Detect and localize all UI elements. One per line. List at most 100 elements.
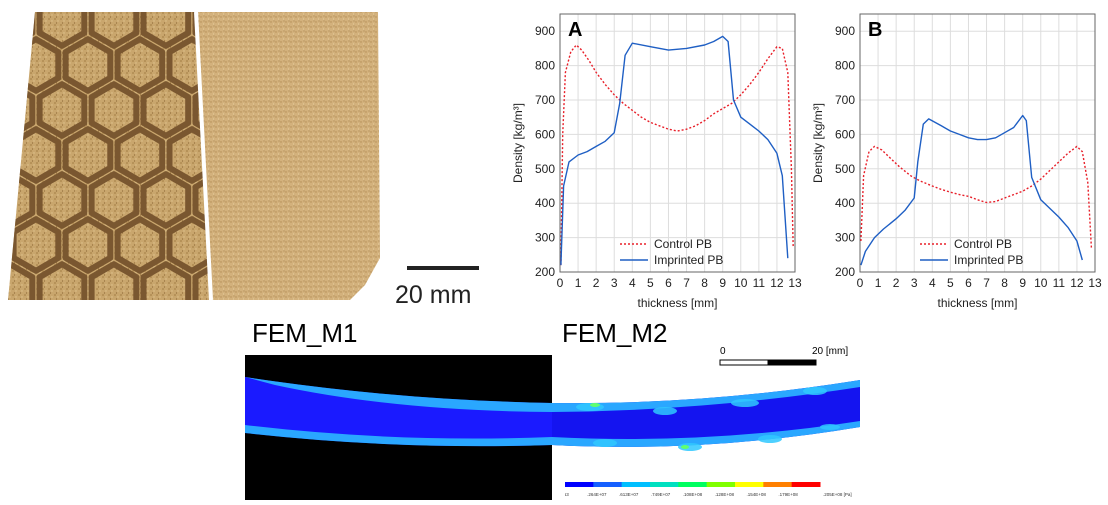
fem-scalebar-black xyxy=(767,359,817,366)
chart-a-y-tick-label: 500 xyxy=(535,162,555,176)
chart-b-x-tick-label: 10 xyxy=(1034,276,1048,290)
fem-m2-high-stress-spots xyxy=(590,403,689,449)
density-chart-a-svg: 0 1 2 3 4 5 6 7 8 9 10 11 12 132003004005006007008009… xyxy=(511,13,802,310)
fem-colorbar-segment xyxy=(763,482,793,487)
board-separator xyxy=(194,11,213,301)
chart-b-x-tick-label: 7 xyxy=(983,276,990,290)
chart-a-x-tick-label: 5 xyxy=(647,276,654,290)
fem-m1-bottom-layer xyxy=(245,425,552,447)
fem-colorbar-segment xyxy=(650,482,679,487)
chart-b-series-imprinted-pb xyxy=(860,114,1083,266)
chart-b-x-tick-label: 5 xyxy=(947,276,954,290)
fem-colorbar-tick-label: 163 xyxy=(565,492,569,497)
chart-b-y-tick-label: 400 xyxy=(835,196,855,210)
chart-b-x-tick-label: 1 xyxy=(875,276,882,290)
photo-scale-bar xyxy=(407,266,479,270)
chart-a-x-tick-label: 1 xyxy=(575,276,582,290)
chart-b-y-tick-label: 500 xyxy=(835,162,855,176)
chart-b-x-tick-label: 0 xyxy=(857,276,864,290)
fem-m1-top-layer xyxy=(245,377,552,412)
chart-b-x-tick-label: 9 xyxy=(1019,276,1026,290)
chart-b-series-control-pb xyxy=(860,145,1093,248)
chart-b-y-tick-label: 700 xyxy=(835,93,855,107)
fem-colorbar-segment xyxy=(621,482,651,487)
control-board xyxy=(198,12,380,300)
chart-a-x-tick-label: 3 xyxy=(611,276,618,290)
fem-m1-label: FEM_M1 xyxy=(252,318,358,348)
chart-a-panel-label: A xyxy=(568,19,582,41)
chart-a-x-tick-label: 8 xyxy=(701,276,708,290)
chart-b-x-axis-label: thickness [mm] xyxy=(937,296,1017,310)
fem-colorbar-tick-label: .749E+07 xyxy=(651,492,671,497)
chart-a-y-tick-label: 300 xyxy=(535,231,555,245)
chart-a-x-tick-label: 7 xyxy=(683,276,690,290)
board-photo xyxy=(0,0,385,305)
chart-a-y-tick-label: 400 xyxy=(535,196,555,210)
chart-a-y-tick-label: 200 xyxy=(535,265,555,279)
fem-colorbar-tick-label: .264E+07 xyxy=(587,492,607,497)
fem-colorbar-tick-label: .205E+08 [Pa] xyxy=(823,492,852,497)
chart-a-x-tick-label: 13 xyxy=(788,276,802,290)
fem-m1-board xyxy=(245,377,552,447)
chart-a-y-tick-label: 800 xyxy=(535,59,555,73)
fem-colorbar-tick-label: .128E+08 xyxy=(715,492,735,497)
fem-colorbar-segment xyxy=(565,482,594,487)
fem-colorbar-tick-label: .108E+08 xyxy=(683,492,703,497)
density-chart-b: 0 1 2 3 4 5 6 7 8 9 10 11 12 13 200 300 400 500 600 700 800 9… xyxy=(805,2,1108,312)
chart-b-y-axis-label: Density [kg/m³] xyxy=(811,103,825,183)
fem-colorbar-segment xyxy=(791,482,821,487)
chart-a-legend-label: Control PB xyxy=(654,237,712,251)
fem-colorbar-segment xyxy=(706,482,736,487)
chart-a-x-tick-label: 2 xyxy=(593,276,600,290)
chart-b-y-tick-label: 300 xyxy=(835,231,855,245)
fem-m2-bottom-layer xyxy=(552,421,860,447)
chart-a-y-tick-label: 600 xyxy=(535,127,555,141)
fem-colorbar: 163 .264E+07 .613E+07 .749E+07 .108E+08 .128E… xyxy=(561,480,855,500)
chart-a-legend-label: Imprinted PB xyxy=(654,253,723,267)
chart-a-series-control-pb xyxy=(560,44,794,266)
chart-b-x-tick-label: 6 xyxy=(965,276,972,290)
chart-b-x-tick-label: 2 xyxy=(893,276,900,290)
fem-colorbar-segment xyxy=(735,482,764,487)
fem-model-view xyxy=(245,355,860,500)
chart-b-panel-label: B xyxy=(868,19,882,41)
chart-a-x-tick-label: 4 xyxy=(629,276,636,290)
chart-a-y-axis-label: Density [kg/m³] xyxy=(511,103,525,183)
fem-colorbar-tick-label: .154E+08 xyxy=(747,492,767,497)
chart-a-x-tick-label: 12 xyxy=(770,276,784,290)
chart-a-x-tick-label: 0 xyxy=(557,276,564,290)
density-chart-a: 0 1 2 3 4 5 6 7 8 9 10 11 12 13 200 300 400 500 600 700 800 9… xyxy=(505,2,805,312)
chart-a-y-tick-label: 900 xyxy=(535,24,555,38)
chart-b-x-tick-label: 12 xyxy=(1070,276,1084,290)
fem-colorbar-segment xyxy=(593,482,623,487)
fem-m2-label: FEM_M2 xyxy=(562,318,668,348)
chart-a-x-axis-label: thickness [mm] xyxy=(637,296,717,310)
fem-scalebar-start: 0 xyxy=(720,346,726,357)
chart-a-x-tick-label: 9 xyxy=(719,276,726,290)
board-photo-image xyxy=(8,11,380,301)
fem-colorbar-segment xyxy=(678,482,708,487)
chart-b-legend-label: Control PB xyxy=(954,237,1012,251)
density-chart-b-svg: 0 1 2 3 4 5 6 7 8 9 10 11 12 132003004005006007008009… xyxy=(811,13,1102,310)
chart-b-y-tick-label: 600 xyxy=(835,127,855,141)
chart-b-x-tick-label: 11 xyxy=(1053,276,1066,290)
chart-b-y-tick-label: 200 xyxy=(835,265,855,279)
chart-b-y-tick-label: 900 xyxy=(835,24,855,38)
chart-a-x-tick-label: 10 xyxy=(734,276,748,290)
chart-a-x-tick-label: 11 xyxy=(753,276,766,290)
chart-b-plot-frame xyxy=(859,13,1096,273)
fem-m2-top-layer xyxy=(552,380,860,412)
chart-b-x-tick-label: 8 xyxy=(1001,276,1008,290)
fem-scalebar-end: 20 [mm] xyxy=(812,346,848,357)
fem-colorbar-tick-label: .613E+07 xyxy=(619,492,639,497)
chart-b-x-tick-label: 3 xyxy=(911,276,918,290)
chart-a-y-tick-label: 700 xyxy=(535,93,555,107)
chart-a-series-imprinted-pb xyxy=(560,35,789,266)
fem-colorbar-tick-label: .179E+08 xyxy=(778,492,798,497)
chart-b-x-tick-label: 4 xyxy=(929,276,936,290)
fem-m2-stress-spots xyxy=(576,387,840,451)
chart-a-x-tick-label: 6 xyxy=(665,276,672,290)
fem-scalebar: 0 20 [mm] xyxy=(718,345,858,370)
photo-scale-label: 20 mm xyxy=(395,281,472,309)
chart-b-x-tick-label: 13 xyxy=(1088,276,1102,290)
